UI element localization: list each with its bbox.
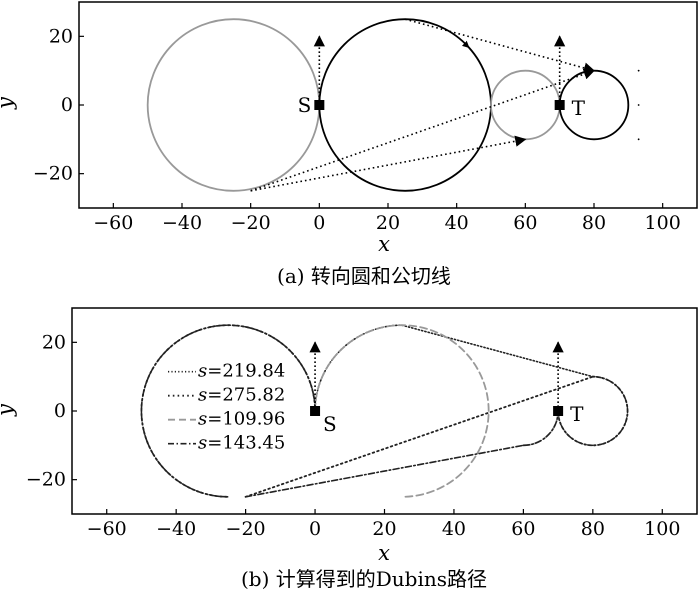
- panel-a-y-axis-label: y: [0, 96, 17, 110]
- panel-b-x-axis-label: x: [378, 541, 390, 565]
- panel-b-point-t-marker: [553, 406, 564, 416]
- panel-a-plot-area: −60 −40 −20 0 20 40 60 80 100 −20 0 20 S T: [33, 1, 698, 234]
- panel-a-axes-frame: [78, 1, 698, 209]
- panel-a-x-tick-label: −60: [93, 212, 133, 234]
- panel-a-x-tick-label: −40: [162, 212, 202, 234]
- panel-b-point-s-label: S: [323, 412, 337, 436]
- panel-a-x-tick-label: 20: [376, 212, 400, 234]
- panel-b-y-tick-label: 0: [54, 400, 66, 422]
- panel-b-legend-label: s=143.45: [198, 433, 285, 454]
- panel-b-x-tick-label: 100: [644, 518, 680, 540]
- panel-a-x-axis-label: x: [378, 232, 390, 256]
- panel-a-turning-circle: [558, 69, 630, 141]
- panel-a-turning-circle: [490, 69, 561, 141]
- panel-a-x-tick-label: 60: [513, 212, 537, 234]
- panel-b-x-tick-label: 40: [442, 518, 466, 540]
- panel-a-point-s-label: S: [298, 93, 312, 117]
- panel-a-tangent-mark: [637, 138, 640, 141]
- panel-b-plot-area: −60 −40 −20 0 20 40 60 80 100 −20 0 20 s=219.84 s=275…: [26, 307, 698, 540]
- panel-b-y-axis-label: y: [0, 403, 17, 417]
- panel-b-x-tick-label: 60: [511, 518, 535, 540]
- panel-b-y-tick-label: 20: [42, 331, 66, 353]
- panel-a-y-tick-label: 0: [61, 94, 73, 116]
- panel-a-y-tick-label: −20: [33, 163, 73, 185]
- panel-a-tangent-mark: [637, 69, 640, 72]
- panel-a-tangent-line: [250, 68, 596, 192]
- panel-a-point-s-marker: [314, 100, 325, 110]
- panel-b-point-s-marker: [310, 406, 321, 416]
- panel-a-point-t-marker: [554, 100, 565, 110]
- panel-b-x-tick-label: −20: [226, 518, 266, 540]
- panel-b-legend-label: s=275.82: [198, 385, 285, 406]
- panel-a-caption: (a) 转向圆和公切线: [277, 264, 451, 288]
- panel-b-series-path-1: [314, 324, 629, 447]
- panel-b-axes-frame: [71, 307, 698, 515]
- panel-b-point-t-label: T: [570, 402, 584, 426]
- panel-b-legend-label: s=219.84: [198, 361, 285, 382]
- panel-a-x-tick-label: 80: [582, 212, 606, 234]
- panel-b-x-tick-label: −40: [156, 518, 196, 540]
- panel-b-series-path-3: [314, 324, 560, 498]
- panel-b-legend-label: s=109.96: [198, 409, 285, 430]
- panel-a-tangent-mark: [637, 104, 640, 106]
- panel-b-x-tick-label: 80: [581, 518, 605, 540]
- panel-a-tangent-line: [250, 135, 527, 192]
- panel-b-x-tick-label: −60: [87, 518, 127, 540]
- panel-a-turning-circle: [146, 18, 321, 192]
- panel-b-series-path-4: [140, 324, 559, 498]
- panel-b-x-tick-label: 0: [309, 518, 321, 540]
- panel-b-x-tick-label: 20: [372, 518, 396, 540]
- panel-a-tangent-line: [404, 18, 596, 74]
- panel-a-y-tick-label: 20: [49, 25, 73, 47]
- panel-a-point-t-label: T: [572, 96, 586, 120]
- panel-a-chart: −60 −40 −20 0 20 40 60 80 100 −20 0 20 S T x y (a) 转向…: [0, 1, 698, 288]
- panel-a-x-tick-label: 40: [445, 212, 469, 234]
- panel-b-y-tick-label: −20: [26, 469, 66, 491]
- panel-b-chart: −60 −40 −20 0 20 40 60 80 100 −20 0 20 s=219.84 s=275…: [0, 307, 698, 591]
- panel-a-x-tick-label: −20: [231, 212, 271, 234]
- panel-b-caption: (b) 计算得到的Dubins路径: [241, 567, 487, 591]
- panel-a-x-tick-label: 100: [645, 212, 681, 234]
- panel-a-x-tick-label: 0: [313, 212, 325, 234]
- panel-a-turning-circle: [318, 18, 492, 192]
